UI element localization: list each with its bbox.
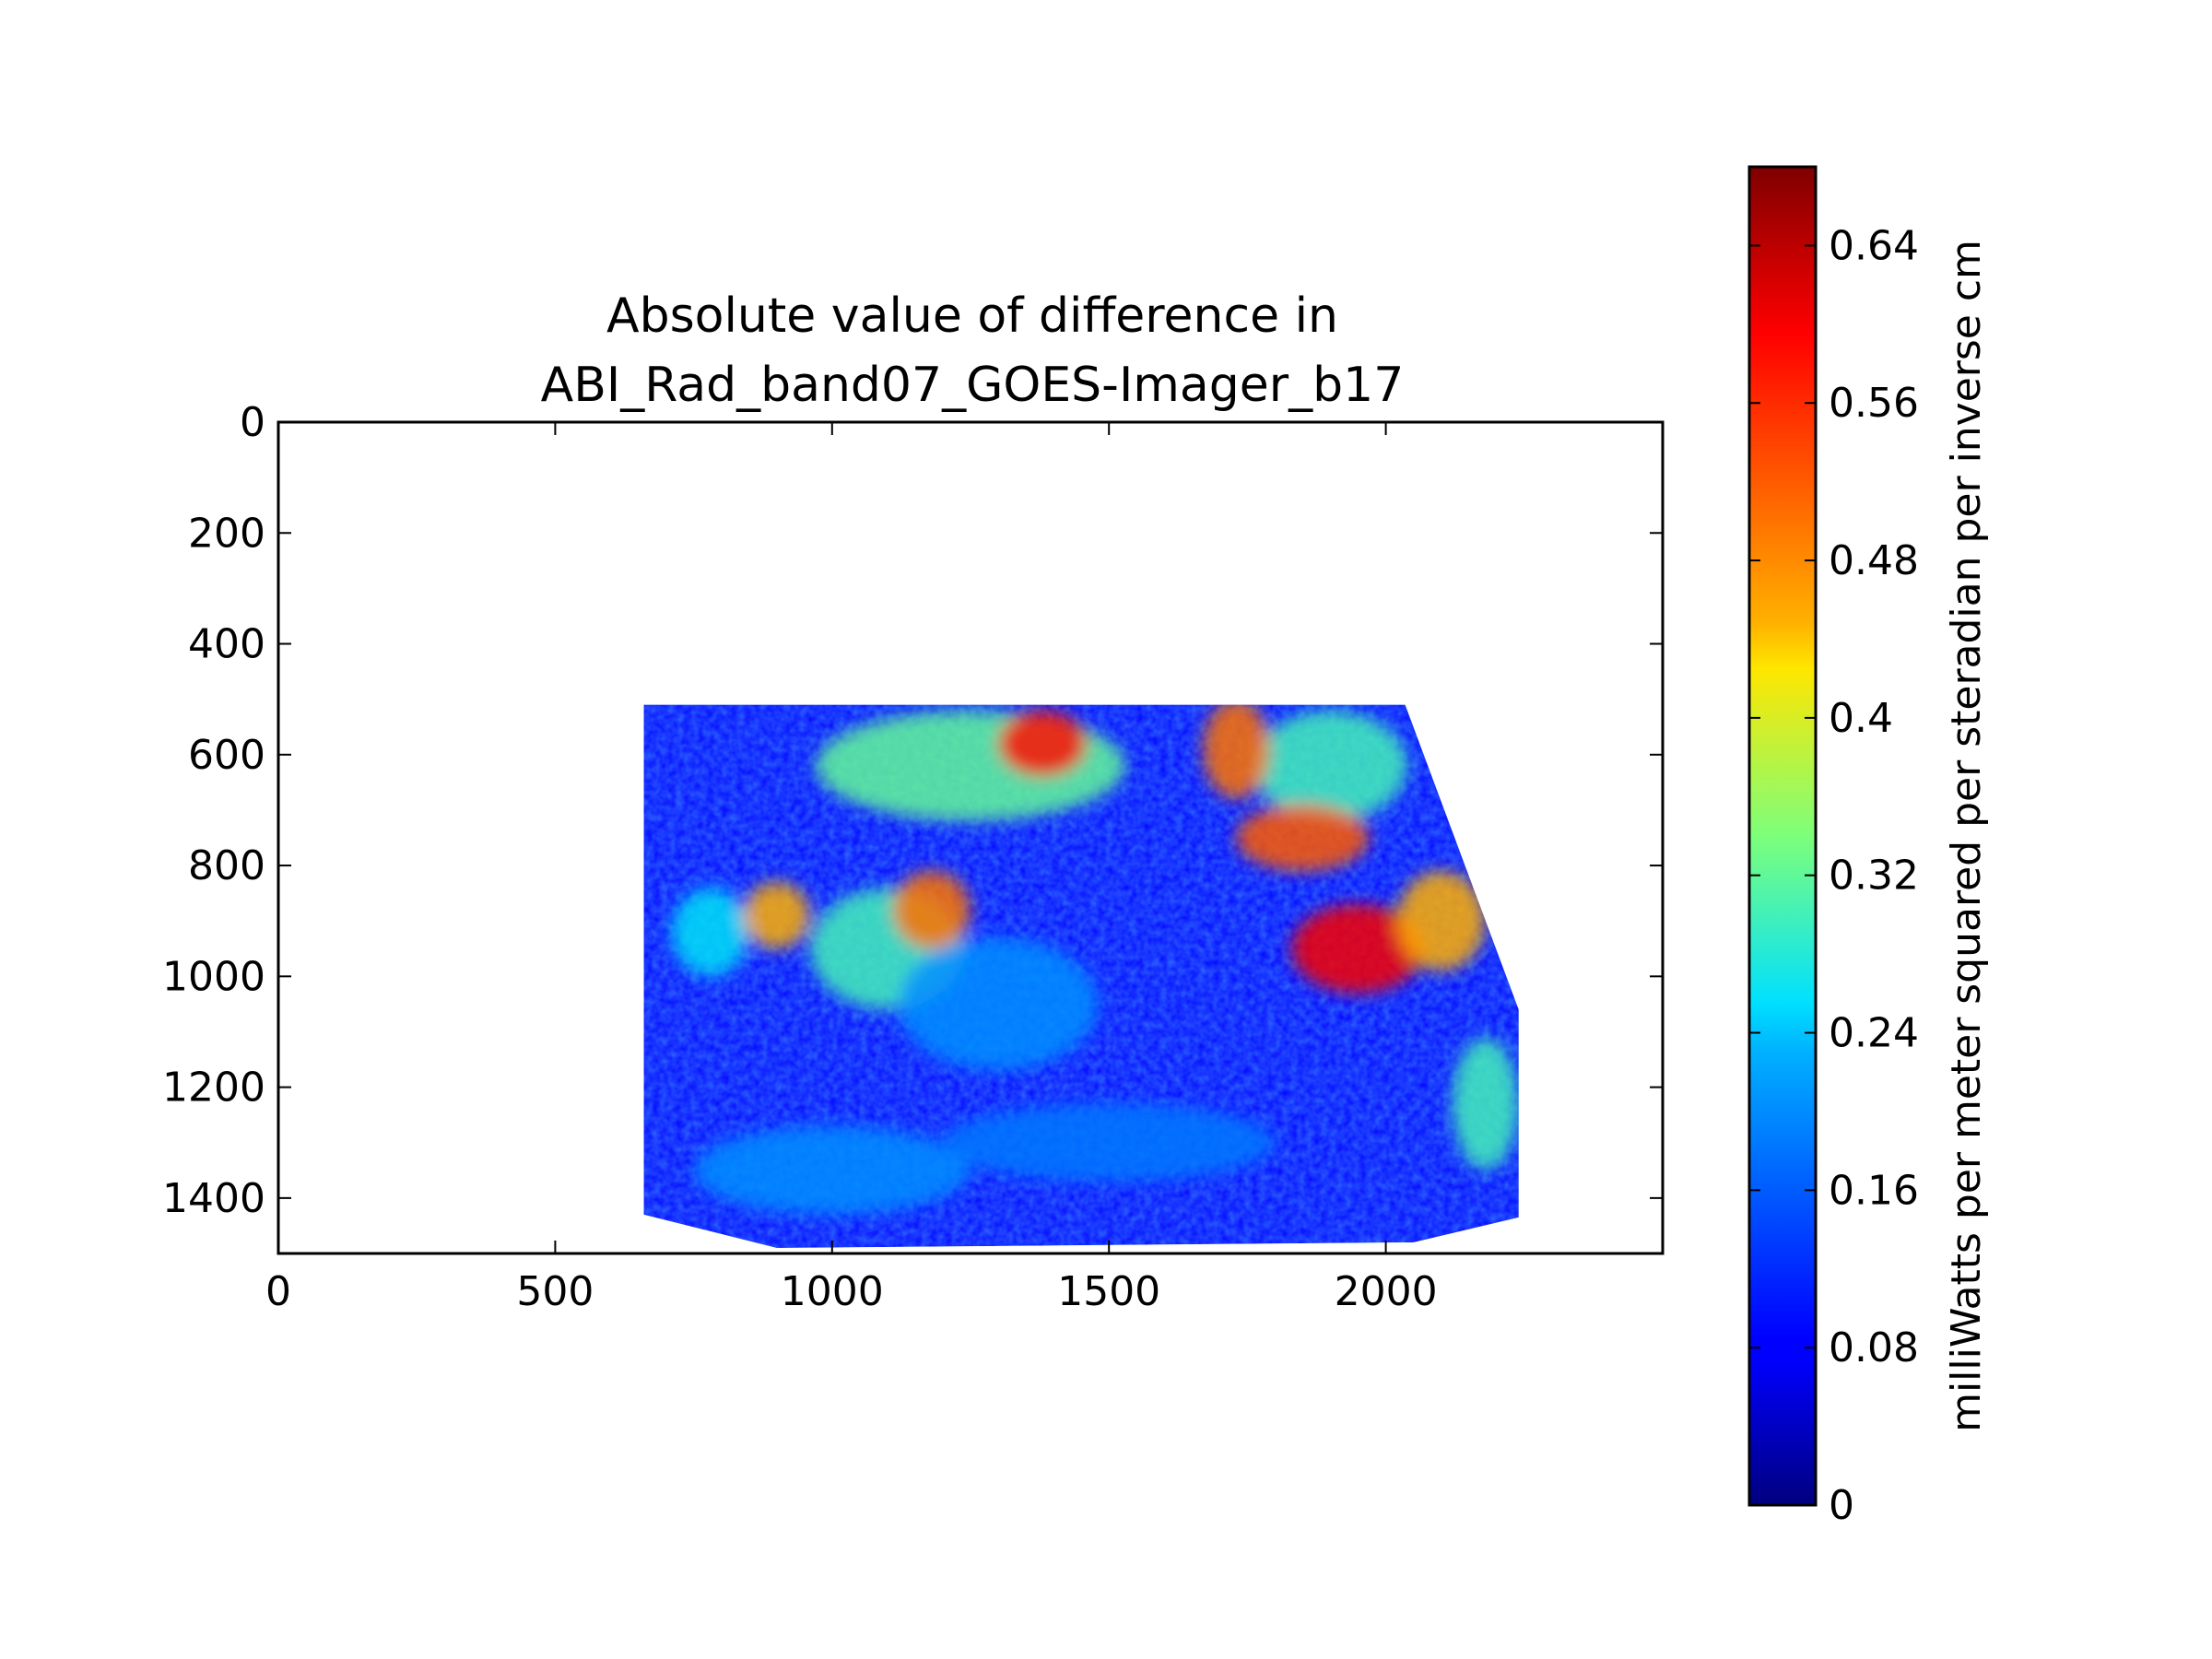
difference-area-4 (671, 888, 749, 977)
y-tick-label: 0 (240, 399, 265, 446)
y-tick-label: 200 (188, 510, 265, 557)
y-tick-label: 1000 (162, 953, 265, 1000)
difference-area-11 (1291, 904, 1425, 994)
difference-area-3 (1452, 1037, 1519, 1171)
colorbar-tick-label: 0.08 (1829, 1324, 1919, 1371)
difference-area-9 (1203, 704, 1270, 799)
y-axis: 0 200 400 600 800 1000 1200 1400 (162, 399, 1663, 1222)
difference-area-7 (898, 937, 1099, 1071)
difference-area-5 (693, 1125, 971, 1215)
x-tick-label: 2000 (1335, 1268, 1438, 1315)
difference-area-8 (998, 710, 1088, 777)
colorbar-tick-label: 0.48 (1829, 537, 1919, 584)
colorbar-label: milliWatts per meter squared per steradi… (1943, 240, 1990, 1432)
x-axis: 0 500 1000 1500 2000 (265, 422, 1438, 1315)
difference-area-2 (1253, 710, 1408, 821)
colorbar-tick-label: 0.4 (1829, 695, 1893, 742)
colorbar-tick-label: 0.24 (1829, 1010, 1919, 1057)
difference-area-12 (1396, 871, 1486, 971)
heatmap-image (643, 704, 1519, 1248)
difference-area-10 (1236, 804, 1370, 872)
colorbar-axis: 0 0.08 0.16 0.24 0.32 0.4 0.48 0.56 0.64 (1749, 222, 1919, 1529)
y-tick-label: 1400 (162, 1175, 265, 1222)
difference-area-13 (892, 871, 971, 949)
difference-area-14 (743, 882, 810, 949)
y-tick-label: 600 (188, 732, 265, 779)
x-tick-label: 1000 (781, 1268, 884, 1315)
colorbar-tick-label: 0.32 (1829, 853, 1919, 900)
y-tick-label: 400 (188, 621, 265, 668)
chart-title-line-2: ABI_Rad_band07_GOES-Imager_b17 (541, 358, 1405, 413)
colorbar (1747, 165, 1818, 1507)
colorbar-tick-label: 0.64 (1829, 222, 1919, 269)
y-tick-label: 1200 (162, 1065, 265, 1112)
chart-title-line-1: Absolute value of difference in (606, 288, 1338, 344)
x-tick-label: 500 (516, 1268, 594, 1315)
colorbar-tick-label: 0 (1829, 1482, 1854, 1529)
difference-area-6 (942, 1103, 1276, 1182)
colorbar-tick-label: 0.56 (1829, 380, 1919, 427)
plot-frame (276, 420, 1665, 1255)
heatmap-region (643, 704, 1519, 1248)
y-tick-label: 800 (188, 842, 265, 889)
colorbar-tick-label: 0.16 (1829, 1167, 1919, 1214)
x-tick-label: 1500 (1057, 1268, 1160, 1315)
x-tick-label: 0 (265, 1268, 291, 1315)
